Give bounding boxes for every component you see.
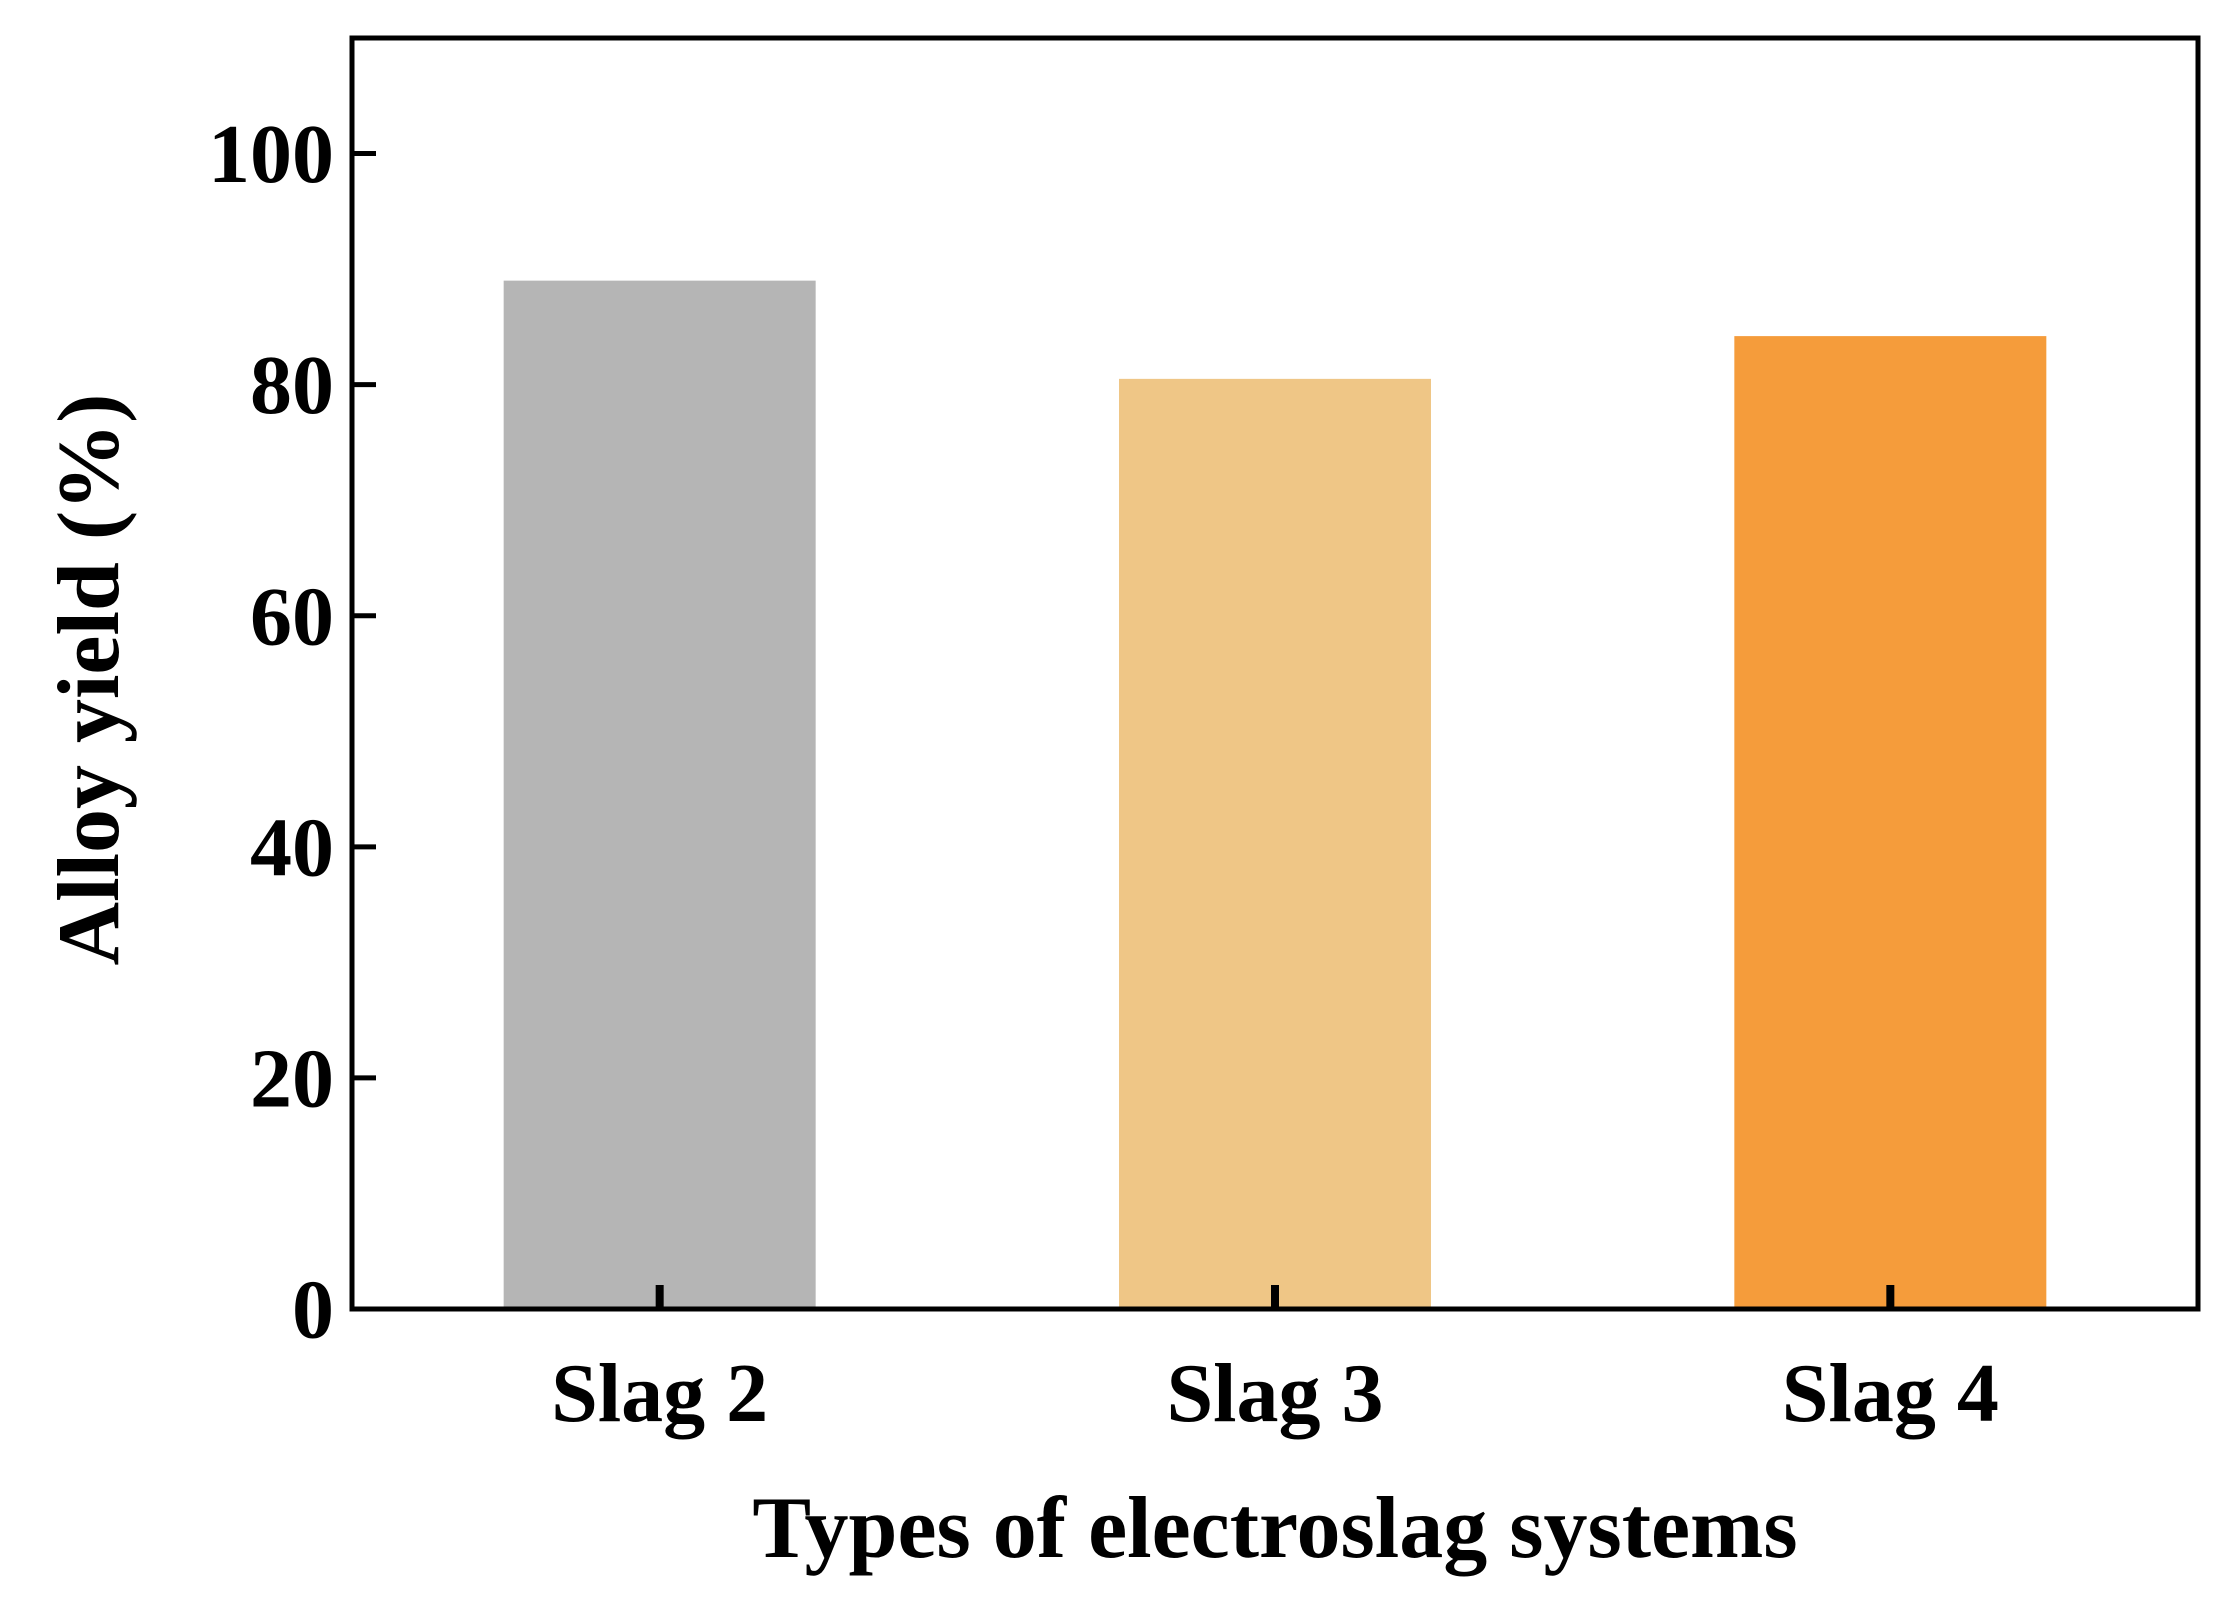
y-tick-label: 100: [208, 108, 334, 201]
x-tick-label: Slag 3: [1166, 1347, 1383, 1440]
x-axis-title: Types of electroslag systems: [752, 1480, 1797, 1577]
x-tick-label: Slag 4: [1782, 1347, 1999, 1440]
y-tick-label: 60: [250, 570, 334, 663]
y-axis-title: Alloy yield (%): [41, 394, 138, 966]
y-tick-label: 80: [250, 339, 334, 432]
bar-slag-3: [1119, 378, 1431, 1309]
y-tick-label: 0: [292, 1264, 334, 1357]
bar-slag-4: [1734, 336, 2047, 1309]
ticks-layer: 0 20 40 60 80 100 Slag 2 Slag 3 Slag 4: [208, 108, 1999, 1440]
y-tick-label: 40: [250, 801, 334, 894]
x-tick-label: Slag 2: [551, 1347, 768, 1440]
bars-layer: [503, 280, 2047, 1309]
bar-slag-2: [503, 280, 816, 1309]
y-tick-label: 20: [250, 1032, 334, 1125]
